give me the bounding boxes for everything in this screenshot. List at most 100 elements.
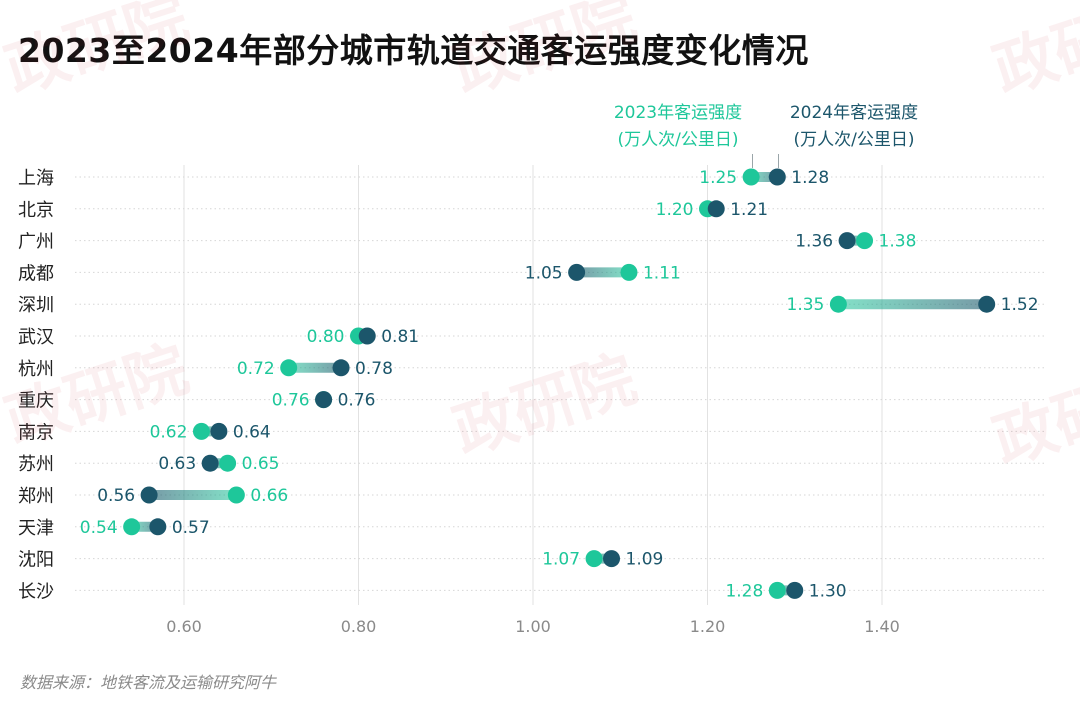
value-label-2023: 0.54: [80, 518, 118, 538]
x-tick-label: 1.00: [515, 617, 551, 636]
city-label: 北京: [18, 200, 54, 221]
dot-2024: [140, 486, 158, 504]
city-label: 苏州: [18, 454, 54, 475]
dot-2024: [332, 359, 350, 377]
dot-2024: [201, 454, 219, 472]
dot-2024: [838, 232, 856, 250]
city-label: 天津: [18, 518, 54, 539]
city-label: 深圳: [18, 295, 54, 316]
dot-2023: [768, 581, 786, 599]
x-tick-label: 1.40: [864, 617, 900, 636]
city-label: 重庆: [18, 391, 54, 412]
value-label-2023: 0.80: [307, 327, 345, 347]
value-label-2023: 1.07: [542, 550, 580, 570]
dot-2023: [742, 168, 760, 186]
dot-2024: [786, 581, 804, 599]
chart-title: 2023至2024年部分城市轨道交通客运强度变化情况: [18, 31, 809, 70]
value-label-2024: 1.52: [1001, 295, 1039, 315]
dot-2024: [768, 168, 786, 186]
value-label-2023: 0.72: [237, 359, 275, 379]
chart-row: 杭州 0.72 0.78: [18, 359, 1045, 380]
value-label-2024: 1.28: [791, 168, 829, 188]
chart-row: 郑州 0.56 0.66: [18, 486, 1045, 507]
chart-row: 广州 1.36 1.38: [18, 232, 1045, 253]
value-label-2024: 1.21: [730, 200, 768, 220]
value-label-2024: 0.78: [355, 359, 393, 379]
dot-2024: [603, 550, 621, 568]
value-label-2024: 0.63: [158, 454, 196, 474]
chart-row: 北京 1.20 1.21: [18, 200, 1045, 221]
chart-row: 天津 0.54 0.57: [18, 518, 1045, 539]
city-label: 郑州: [18, 486, 54, 507]
city-label: 成都: [18, 263, 54, 284]
dot-2024: [978, 295, 996, 313]
legend-2024-label: 2024年客运强度: [789, 103, 919, 123]
value-label-2024: 0.76: [338, 391, 376, 411]
chart-row: 长沙 1.28 1.30: [18, 581, 1045, 602]
dot-2023: [123, 518, 141, 536]
value-label-2024: 0.57: [172, 518, 210, 538]
dot-2023: [585, 550, 603, 568]
value-label-2023: 1.20: [656, 200, 694, 220]
city-label: 武汉: [18, 327, 54, 348]
value-label-2023: 0.65: [242, 454, 280, 474]
city-label: 上海: [18, 168, 54, 189]
grid-layer: [183, 165, 883, 605]
chart-row: 南京 0.62 0.64: [18, 422, 1045, 443]
value-label-2024: 1.09: [626, 550, 664, 570]
dot-2024: [315, 391, 333, 409]
city-label: 长沙: [18, 581, 54, 602]
dot-2023: [192, 422, 210, 440]
dot-2023: [227, 486, 245, 504]
chart-row: 上海 1.25 1.28: [18, 168, 1045, 189]
value-label-2023: 1.25: [699, 168, 737, 188]
dot-2024: [568, 263, 586, 281]
city-label: 沈阳: [18, 550, 54, 571]
x-axis-ticks: 0.60 0.80 1.00 1.20 1.40: [166, 617, 900, 636]
legend-2023: 2023年客运强度 (万人次/公里日): [598, 100, 758, 154]
value-label-2023: 1.11: [643, 263, 681, 283]
city-label: 杭州: [18, 359, 54, 380]
value-label-2024: 0.64: [233, 422, 271, 442]
source-note: 数据来源：地铁客流及运输研究阿牛: [20, 673, 277, 692]
dot-2023: [620, 263, 638, 281]
chart-row: 成都 1.05 1.11: [18, 263, 1045, 284]
dot-2024: [358, 327, 376, 345]
dot-2023: [856, 232, 874, 250]
value-label-2023: 0.76: [272, 391, 310, 411]
legend-2023-label: 2023年客运强度: [613, 103, 743, 123]
dot-2024: [210, 422, 228, 440]
legend-2023-unit: (万人次/公里日): [617, 130, 739, 150]
chart-row: 沈阳 1.07 1.09: [18, 550, 1045, 571]
legend-2024-unit: (万人次/公里日): [793, 130, 915, 150]
legend-2023-pointer: [752, 154, 753, 168]
dot-2023: [280, 359, 298, 377]
x-tick-label: 0.60: [166, 617, 202, 636]
chart-row: 深圳 1.35 1.52: [18, 295, 1045, 316]
legend-2024-pointer: [778, 154, 779, 168]
x-tick-label: 0.80: [341, 617, 377, 636]
value-label-2024: 0.56: [97, 486, 135, 506]
chart-row: 武汉 0.80 0.81: [18, 327, 1045, 348]
city-label: 广州: [18, 232, 54, 253]
dot-2024: [149, 518, 167, 536]
city-label: 南京: [18, 422, 54, 443]
chart-row: 重庆 0.76 0.76: [18, 391, 1045, 412]
dot-2024: [707, 200, 725, 218]
dot-2023: [829, 295, 847, 313]
x-tick-label: 1.20: [690, 617, 726, 636]
value-label-2023: 0.62: [150, 422, 188, 442]
value-label-2023: 1.28: [725, 581, 763, 601]
value-label-2023: 1.38: [879, 232, 917, 252]
value-label-2023: 1.35: [787, 295, 825, 315]
rows-layer: 上海 1.25 1.28 北京 1.20 1.21 广州 1.36 1.38 成都 1.05 1.11…: [18, 168, 1045, 602]
value-label-2024: 1.05: [525, 263, 563, 283]
value-label-2023: 0.66: [250, 486, 288, 506]
legend-2024: 2024年客运强度 (万人次/公里日): [774, 100, 934, 154]
value-label-2024: 1.36: [795, 232, 833, 252]
dot-2023: [219, 454, 237, 472]
chart-row: 苏州 0.63 0.65: [18, 454, 1045, 475]
value-label-2024: 0.81: [381, 327, 419, 347]
value-label-2024: 1.30: [809, 581, 847, 601]
